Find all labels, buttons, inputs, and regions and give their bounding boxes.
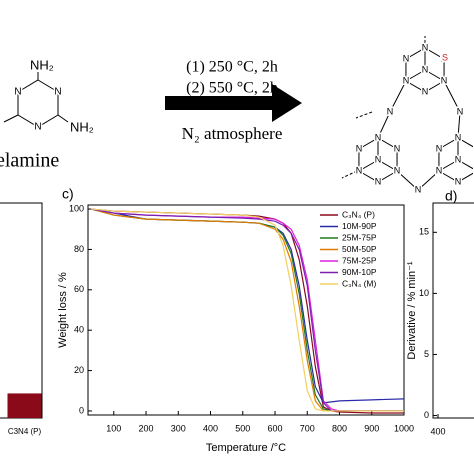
legend-label: 10M-90P: [342, 221, 377, 231]
bond: [396, 170, 419, 191]
amine-group: NH₂: [70, 119, 94, 134]
x-tick-label: 500: [235, 423, 250, 433]
condition: N₂ atmosphere: [182, 124, 283, 143]
plot-frame: [87, 204, 405, 416]
atom-label: N: [441, 53, 448, 63]
y-tick-label: 5: [424, 349, 429, 359]
bond-dashed: [355, 111, 373, 119]
bond: [358, 159, 379, 172]
atom-label: N: [394, 165, 401, 175]
data-line: [91, 208, 404, 412]
x-tick-label: 700: [300, 423, 315, 433]
ring: [438, 137, 474, 183]
bond: [405, 69, 426, 82]
atom-label: N: [356, 165, 363, 175]
y-tick-label: 0: [79, 405, 84, 415]
y-tick-label: 15: [419, 227, 429, 237]
y-tick-label: 100: [69, 203, 84, 213]
bond: [377, 111, 391, 139]
x-tick-label: 300: [171, 423, 186, 433]
atom-label: N: [375, 132, 382, 142]
legend-label: 50M-50P: [342, 244, 377, 254]
y-tick-label: 10: [419, 288, 429, 298]
atom-label: N: [422, 86, 429, 96]
plot-frame: [432, 202, 474, 419]
atom-label: N: [14, 87, 21, 98]
atom-label: N: [375, 176, 382, 186]
atom-label: N: [457, 106, 464, 116]
x-axis-label: Temperature /°C: [206, 442, 286, 454]
plot-frame: [0, 202, 43, 419]
atom-label: N: [415, 184, 422, 194]
atom-label: N: [422, 64, 429, 74]
legend-label: 90M-10P: [342, 267, 377, 277]
x-tick-label: 100: [106, 423, 121, 433]
atom-label: N: [436, 165, 443, 175]
x-tick-label: 1000: [394, 423, 414, 433]
atom-label: N: [441, 75, 448, 85]
x-tick-label: 900: [364, 423, 379, 433]
bond: [377, 159, 398, 172]
legend-label: 75M-25P: [342, 255, 377, 265]
atom-label: N: [394, 143, 401, 153]
y-tick-label: 0: [424, 410, 429, 420]
condition: (1) 250 °C, 2h: [186, 59, 278, 76]
x-tick-label: 400: [430, 426, 445, 436]
y-axis-label: Derivative / % min⁻¹: [406, 261, 418, 359]
bond: [424, 69, 445, 82]
atom-label: S: [442, 52, 448, 62]
y-axis-label: Weight loss / %: [57, 272, 69, 348]
bond: [457, 111, 461, 139]
atom-label: N: [387, 106, 394, 116]
bar: [7, 393, 42, 418]
x-tick-label: 800: [332, 423, 347, 433]
atom-label: N: [403, 75, 410, 85]
y-tick-label: 60: [74, 284, 84, 294]
atom-label: N: [455, 176, 462, 186]
ring: [358, 137, 398, 183]
bond: [389, 80, 407, 113]
atom-label: N: [422, 42, 429, 52]
reactant-structure: [3, 72, 69, 128]
atom-label: N: [436, 143, 443, 153]
x-tick-label: 600: [268, 423, 283, 433]
y-tick-label: 80: [74, 244, 84, 254]
y-tick-label: 40: [74, 325, 84, 335]
atom-label: N: [403, 53, 410, 63]
x-tick-label: 200: [139, 423, 154, 433]
condition: (2) 550 °C, 2h: [186, 80, 278, 97]
atom-label: N: [455, 132, 462, 142]
y-tick-label: 20: [74, 365, 84, 375]
ring: [405, 47, 445, 93]
atom-label: N: [455, 154, 462, 164]
atom-label: N: [54, 87, 61, 98]
bond: [417, 170, 440, 191]
legend-label: C₃N₄ (P): [342, 209, 375, 219]
bond: [443, 80, 461, 113]
bond: [438, 159, 459, 172]
panel-label: d): [445, 188, 457, 204]
atom-label: N: [356, 143, 363, 153]
x-tick-label: C3N4 (P): [8, 427, 42, 436]
x-tick-label: 400: [203, 423, 218, 433]
reaction-arrow: [165, 84, 302, 122]
legend-label: 25M-75P: [342, 232, 377, 242]
atom-label: N: [375, 154, 382, 164]
atom-label: N: [34, 122, 41, 133]
amine-group: NH₂: [30, 57, 54, 72]
bond-dashed: [341, 170, 358, 179]
product-structure: [341, 36, 474, 191]
panel-label: c): [62, 186, 74, 202]
reactant-name: elamine: [0, 150, 59, 172]
legend-label: C₃N₄ (M): [342, 278, 376, 288]
